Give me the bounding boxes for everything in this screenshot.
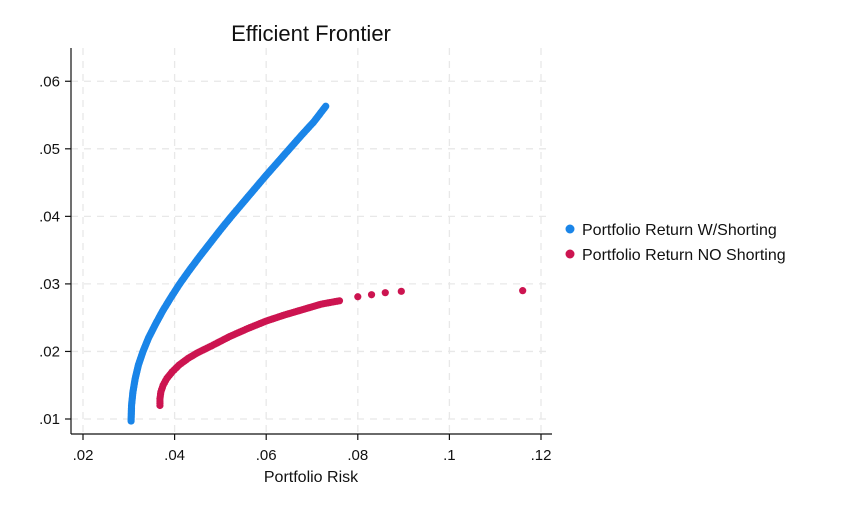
- x-tick-label: .1: [443, 447, 456, 464]
- x-tick-label: .06: [256, 447, 277, 464]
- y-tick-labels: .01 .02 .03 .04 .05 .06: [39, 73, 71, 428]
- grid: [71, 48, 552, 434]
- plot-area: [127, 102, 527, 425]
- legend: Portfolio Return W/Shorting Portfolio Re…: [565, 222, 786, 264]
- x-tick-label: .02: [73, 447, 94, 464]
- data-point: [397, 287, 405, 295]
- data-point: [367, 291, 376, 299]
- legend-label-no-shorting: Portfolio Return NO Shorting: [582, 247, 786, 264]
- x-tick-label: .12: [531, 447, 552, 464]
- legend-marker-no-shorting: [565, 249, 575, 259]
- axes: [70, 48, 552, 435]
- x-tick-label: .08: [347, 447, 368, 464]
- series-1: [156, 287, 527, 410]
- y-tick-label: .01: [39, 411, 60, 428]
- data-point: [381, 289, 389, 297]
- data-point: [354, 293, 362, 301]
- series-0: [127, 102, 330, 425]
- chart-title: Efficient Frontier: [231, 21, 391, 46]
- y-tick-label: .03: [39, 276, 60, 293]
- y-tick-label: .05: [39, 141, 60, 158]
- y-tick-label: .06: [39, 73, 60, 90]
- legend-item-with-shorting: Portfolio Return W/Shorting: [565, 222, 777, 239]
- data-point: [335, 297, 344, 305]
- legend-marker-with-shorting: [565, 224, 575, 234]
- x-axis-label: Portfolio Risk: [264, 469, 359, 486]
- y-tick-label: .02: [39, 343, 60, 360]
- x-tick-label: .04: [164, 447, 185, 464]
- data-point: [519, 287, 527, 295]
- legend-item-no-shorting: Portfolio Return NO Shorting: [565, 247, 786, 264]
- data-point: [322, 102, 330, 110]
- x-tick-labels: .02 .04 .06 .08 .1 .12: [73, 434, 552, 464]
- y-tick-label: .04: [39, 208, 60, 225]
- legend-label-with-shorting: Portfolio Return W/Shorting: [582, 222, 777, 239]
